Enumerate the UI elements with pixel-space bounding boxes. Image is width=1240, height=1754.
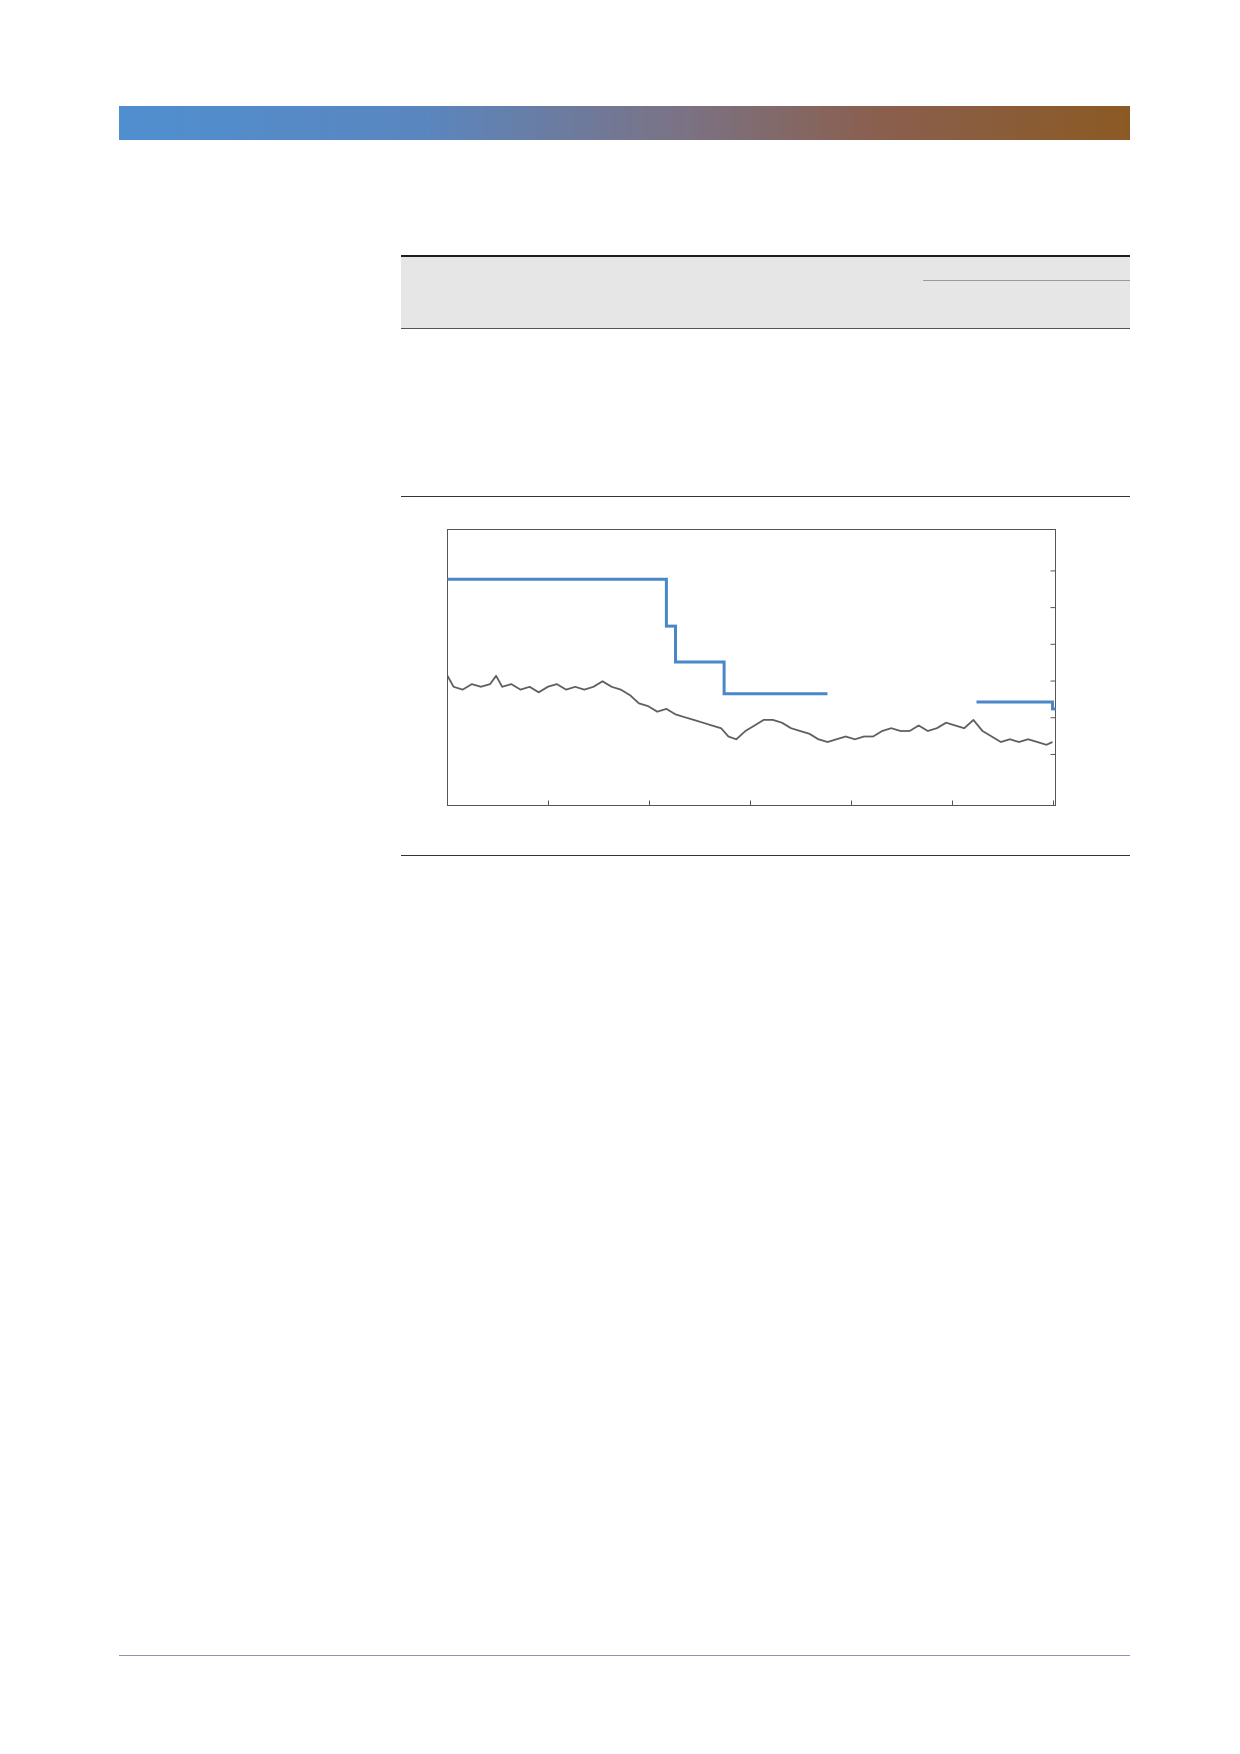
header-banner — [119, 106, 1130, 140]
table-header — [401, 255, 1130, 329]
header-subrule — [923, 280, 1130, 281]
price-chart — [447, 529, 1056, 806]
plot-frame — [447, 529, 1056, 806]
step-series-segment-1 — [447, 577, 828, 696]
table-bottom-rule — [401, 496, 1130, 497]
chart-svg — [447, 529, 1056, 806]
price-series-line — [447, 674, 1053, 746]
chart-bottom-rule — [401, 855, 1130, 856]
step-series-segment-2 — [976, 700, 1056, 711]
footer-rule — [119, 1655, 1130, 1656]
